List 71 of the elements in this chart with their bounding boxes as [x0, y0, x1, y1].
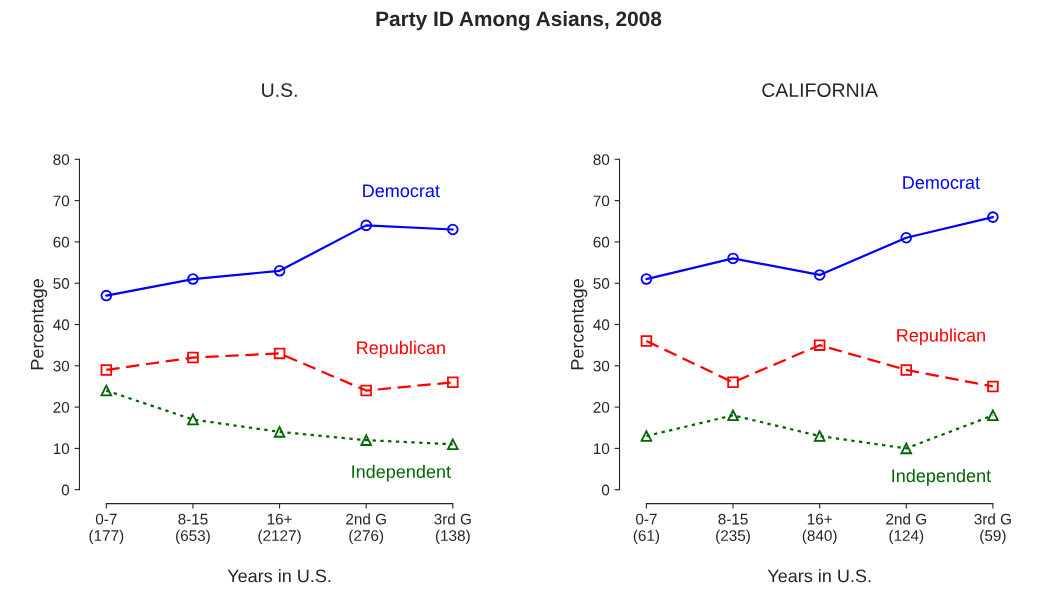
y-axis-title: Percentage	[571, 279, 588, 370]
point	[273, 426, 286, 438]
series-label: Independent	[352, 464, 451, 482]
x-tick-label: 3rd G (138)	[434, 513, 471, 544]
x-tick-label: 8-15 (235)	[716, 513, 750, 544]
point	[187, 413, 199, 426]
point	[100, 384, 113, 397]
point	[187, 273, 199, 285]
point	[447, 376, 459, 389]
point	[187, 351, 199, 364]
point	[360, 219, 372, 232]
y-tick-label: 70	[53, 195, 70, 207]
x-tick-label: 16+ (840)	[802, 513, 837, 544]
point	[900, 364, 913, 376]
x-tick-label: 8-15 (653)	[176, 513, 210, 544]
point	[640, 335, 653, 347]
point	[813, 269, 826, 281]
series-label: Democrat	[903, 176, 980, 189]
y-tick-label: 40	[53, 319, 70, 331]
y-tick-label: 50	[53, 278, 70, 289]
y-tick-label: 0	[601, 484, 610, 496]
chart-title: U.S.	[262, 83, 297, 97]
y-axis-title: Percentage	[31, 279, 48, 370]
y-tick-label: 40	[593, 319, 610, 331]
point	[273, 347, 286, 360]
x-tick-label: 0-7 (61)	[633, 513, 660, 544]
point	[640, 273, 653, 285]
point	[273, 265, 286, 277]
y-tick-label: 10	[53, 443, 70, 455]
y-tick-label: 30	[593, 360, 610, 372]
series-label: Democrat	[363, 184, 440, 198]
y-tick-label: 0	[61, 484, 70, 496]
point	[987, 409, 999, 422]
x-tick-label: 2nd G (276)	[346, 513, 386, 544]
series-label: Republican	[357, 340, 445, 358]
point	[900, 442, 913, 455]
y-tick-label: 30	[53, 360, 70, 372]
y-tick-label: 20	[53, 401, 70, 413]
point	[813, 430, 826, 442]
x-tick-label: 3rd G (59)	[974, 513, 1011, 544]
point	[987, 211, 999, 223]
point	[727, 409, 739, 422]
y-tick-label: 80	[593, 154, 610, 165]
x-tick-label: 0-7 (177)	[89, 513, 124, 544]
point	[447, 438, 459, 451]
series-label: Independent	[892, 468, 991, 486]
point	[447, 223, 459, 236]
point	[727, 376, 739, 389]
series-label: Republican	[897, 328, 985, 346]
y-tick-label: 20	[593, 401, 610, 413]
x-tick-label: 2nd G (124)	[886, 513, 926, 544]
point	[360, 434, 372, 446]
y-tick-label: 60	[593, 236, 610, 248]
y-tick-label: 80	[53, 154, 70, 165]
x-axis-title: Years in U.S.	[767, 569, 871, 583]
point	[727, 252, 739, 265]
x-axis-title: Years in U.S.	[227, 569, 331, 583]
y-tick-label: 10	[593, 443, 610, 455]
point	[640, 430, 653, 442]
point	[987, 380, 999, 393]
x-tick-label: 16+ (2127)	[258, 513, 301, 544]
y-tick-label: 60	[53, 236, 70, 248]
y-tick-label: 70	[593, 195, 610, 207]
y-tick-label: 50	[593, 278, 610, 289]
point	[100, 364, 113, 376]
text: Party ID Among Asians, 2008	[376, 10, 662, 31]
point	[100, 289, 113, 302]
point	[900, 232, 913, 244]
point	[813, 339, 826, 351]
chart-title: CALIFORNIA	[762, 83, 878, 97]
point	[360, 384, 372, 397]
